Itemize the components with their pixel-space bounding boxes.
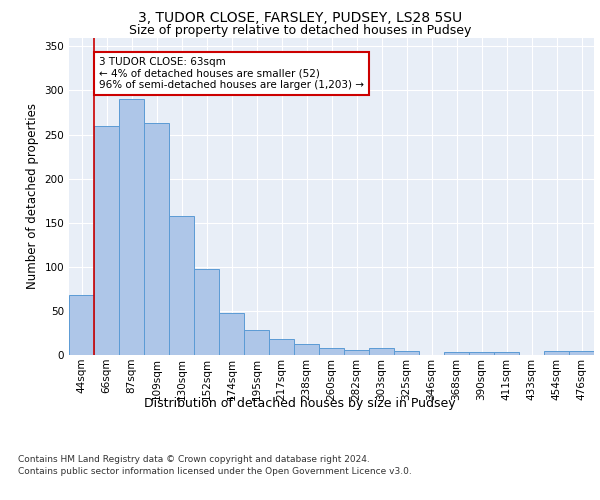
Bar [194,270,219,355]
Text: Contains public sector information licensed under the Open Government Licence v3: Contains public sector information licen… [18,467,412,476]
Bar [144,123,169,355]
Bar [469,352,494,355]
Text: Distribution of detached houses by size in Pudsey: Distribution of detached houses by size … [144,398,456,410]
Bar [269,339,294,355]
Bar [244,330,269,355]
Bar [169,216,194,355]
Bar [94,126,119,355]
Text: Size of property relative to detached houses in Pudsey: Size of property relative to detached ho… [129,24,471,37]
Bar [494,352,519,355]
Bar [219,312,244,355]
Bar [294,344,319,355]
Text: 3, TUDOR CLOSE, FARSLEY, PUDSEY, LS28 5SU: 3, TUDOR CLOSE, FARSLEY, PUDSEY, LS28 5S… [138,11,462,25]
Bar [444,352,469,355]
Text: 3 TUDOR CLOSE: 63sqm
← 4% of detached houses are smaller (52)
96% of semi-detach: 3 TUDOR CLOSE: 63sqm ← 4% of detached ho… [99,57,364,90]
Bar [544,352,569,355]
Bar [69,295,94,355]
Y-axis label: Number of detached properties: Number of detached properties [26,104,39,289]
Bar [369,348,394,355]
Text: Contains HM Land Registry data © Crown copyright and database right 2024.: Contains HM Land Registry data © Crown c… [18,455,370,464]
Bar [394,352,419,355]
Bar [319,348,344,355]
Bar [569,352,594,355]
Bar [119,99,144,355]
Bar [344,350,369,355]
